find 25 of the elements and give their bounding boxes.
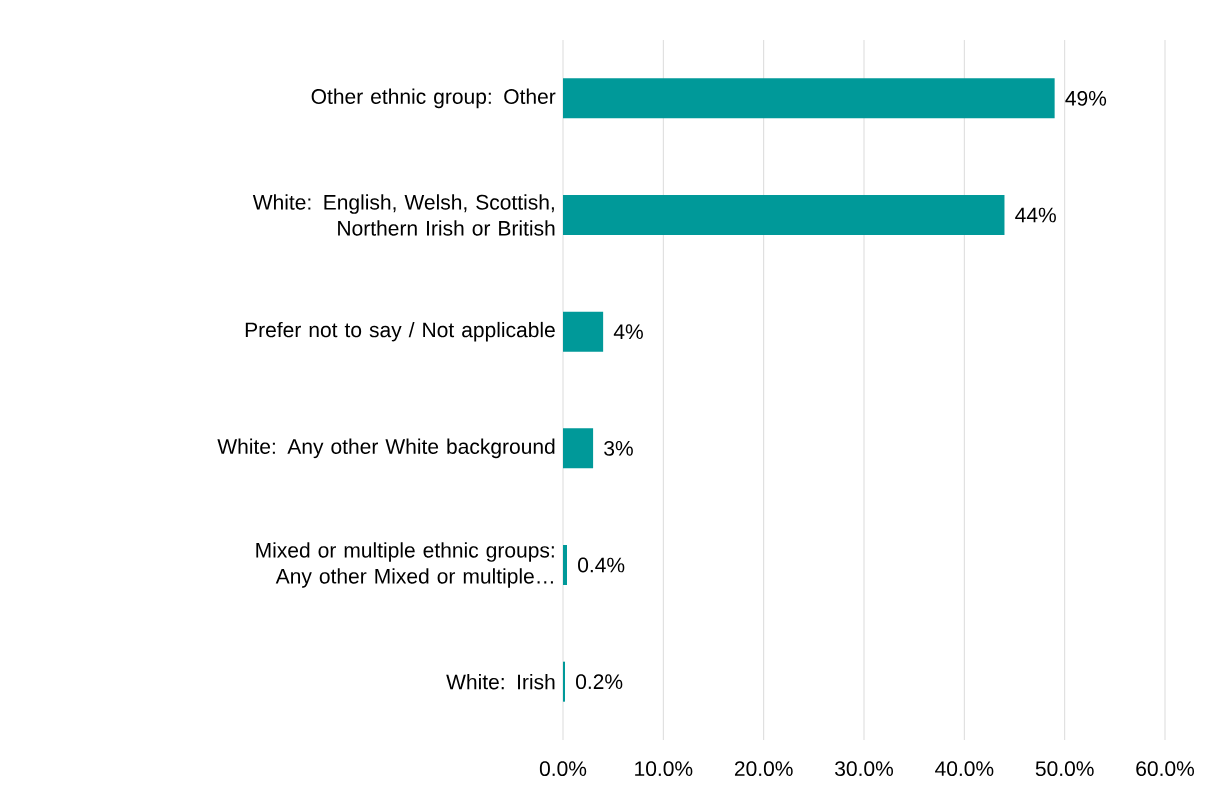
y-tick-label: Other ethnic group: Other	[311, 88, 556, 109]
data-label: 44%	[1015, 207, 1056, 223]
y-tick-label: Mixed or multiple ethnic groups: Any other Mixed or multiple…	[256, 542, 554, 588]
y-tick-label: White: English, Welsh, Scottish, Northern Irish or British	[252, 194, 555, 236]
bar	[563, 311, 604, 352]
x-tick-label: 50.0%	[1035, 761, 1094, 777]
x-tick-label: 40.0%	[935, 761, 994, 777]
data-label: 4%	[613, 324, 643, 340]
y-tick-label: Prefer not to say / Not applicable	[245, 321, 555, 342]
data-label: 49%	[1065, 90, 1107, 106]
x-tick-label: 20.0%	[734, 761, 793, 777]
data-label: 0.2%	[576, 674, 623, 690]
y-tick-label: White: Irish	[446, 673, 555, 690]
y-tick-label: White: Any other White background	[217, 438, 555, 459]
x-tick-label: 10.0%	[635, 761, 693, 777]
bar	[563, 428, 594, 469]
bar	[563, 195, 1005, 235]
bar	[563, 661, 566, 702]
x-tick-label: 0.0%	[539, 761, 587, 777]
bar	[563, 545, 568, 586]
x-tick-label: 30.0%	[835, 761, 894, 777]
data-label: 3%	[604, 440, 633, 456]
data-label: 0.4%	[578, 557, 625, 573]
bar	[563, 78, 1055, 119]
x-tick-label: 60.0%	[1136, 761, 1195, 777]
